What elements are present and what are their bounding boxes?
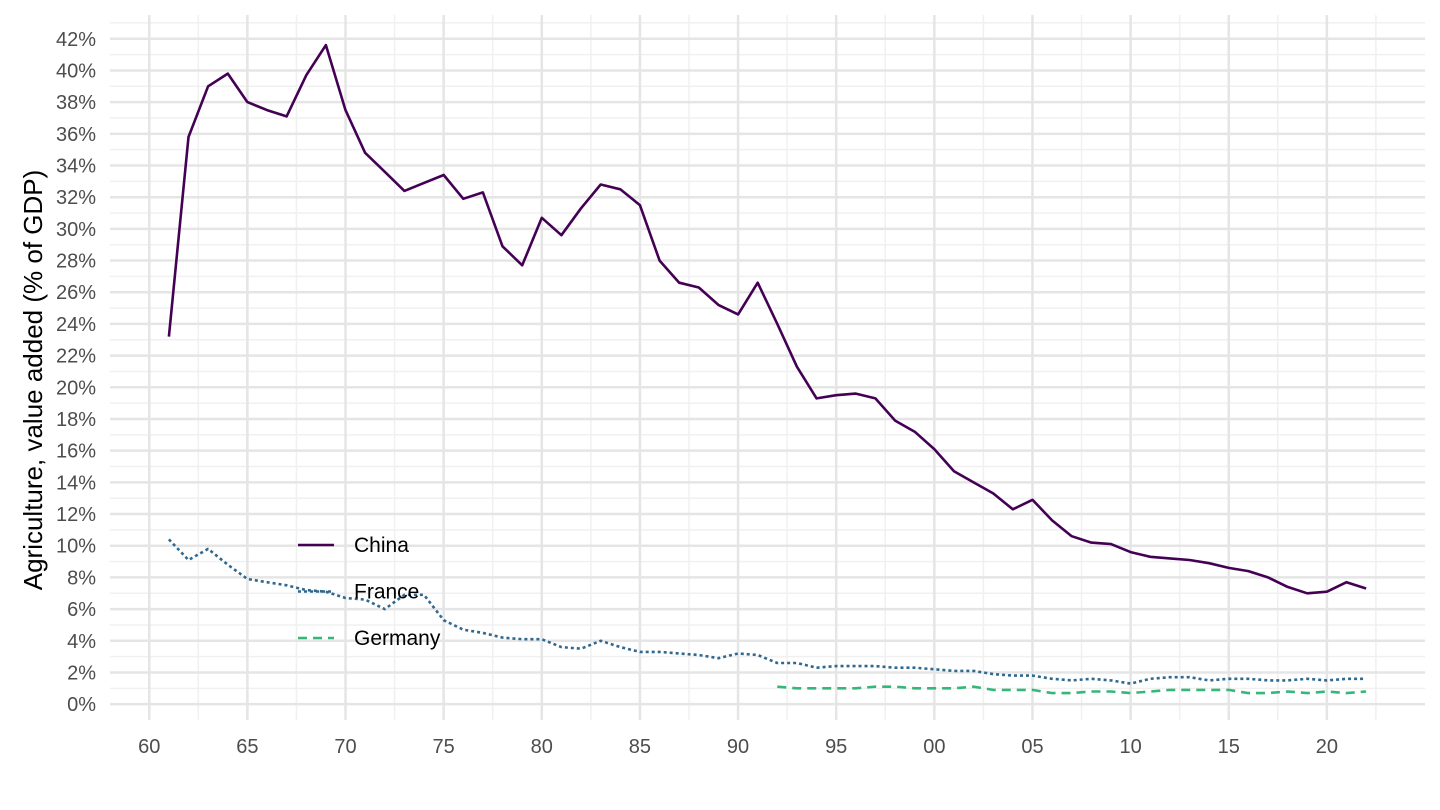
y-tick-label: 2% <box>67 662 96 684</box>
x-tick-label: 90 <box>727 736 749 758</box>
grid-lines <box>110 15 1425 720</box>
x-tick-label: 85 <box>629 736 651 758</box>
x-tick-label: 60 <box>138 736 160 758</box>
y-tick-label: 10% <box>56 536 96 558</box>
x-tick-label: 20 <box>1316 736 1338 758</box>
x-tick-label: 10 <box>1119 736 1141 758</box>
x-tick-label: 00 <box>923 736 945 758</box>
series-lines <box>167 43 1367 695</box>
x-tick-label: 05 <box>1021 736 1043 758</box>
y-tick-label: 24% <box>56 314 96 336</box>
x-tick-label: 65 <box>236 736 258 758</box>
legend-label-france: France <box>354 581 419 604</box>
legend: China France Germany <box>298 534 441 650</box>
y-tick-label: 42% <box>56 29 96 51</box>
y-tick-label: 12% <box>56 504 96 526</box>
series-line-france <box>167 538 1367 685</box>
y-tick-label: 26% <box>56 282 96 304</box>
x-tick-label: 15 <box>1218 736 1240 758</box>
y-tick-label: 8% <box>67 567 96 589</box>
y-tick-label: 20% <box>56 377 96 399</box>
y-tick-label: 22% <box>56 346 96 368</box>
legend-label-germany: Germany <box>354 627 441 650</box>
y-tick-label: 30% <box>56 219 96 241</box>
y-tick-label: 14% <box>56 472 96 494</box>
y-tick-label: 28% <box>56 251 96 273</box>
y-tick-label: 40% <box>56 60 96 82</box>
x-axis-tick-labels: 60 65 70 75 80 85 90 95 00 05 10 15 20 <box>138 736 1338 758</box>
x-tick-label: 75 <box>433 736 455 758</box>
y-tick-label: 16% <box>56 441 96 463</box>
y-tick-label: 18% <box>56 409 96 431</box>
legend-label-china: China <box>354 534 409 557</box>
x-tick-label: 95 <box>825 736 847 758</box>
series-line-germany <box>777 685 1367 695</box>
y-tick-label: 38% <box>56 92 96 114</box>
y-tick-label: 34% <box>56 156 96 178</box>
y-axis-tick-labels: 0% 2% 4% 6% 8% 10% 12% 14% 16% 18% 20% 22% 24% 26% 28%… <box>56 29 96 716</box>
y-tick-label: 4% <box>67 631 96 653</box>
x-tick-label: 80 <box>531 736 553 758</box>
y-tick-label: 36% <box>56 124 96 146</box>
y-tick-label: 32% <box>56 187 96 209</box>
y-tick-label: 0% <box>67 694 96 716</box>
series-line-china <box>167 43 1367 595</box>
x-tick-label: 70 <box>334 736 356 758</box>
y-tick-label: 6% <box>67 599 96 621</box>
y-axis-title: Agriculture, value added (% of GDP) <box>18 170 48 591</box>
